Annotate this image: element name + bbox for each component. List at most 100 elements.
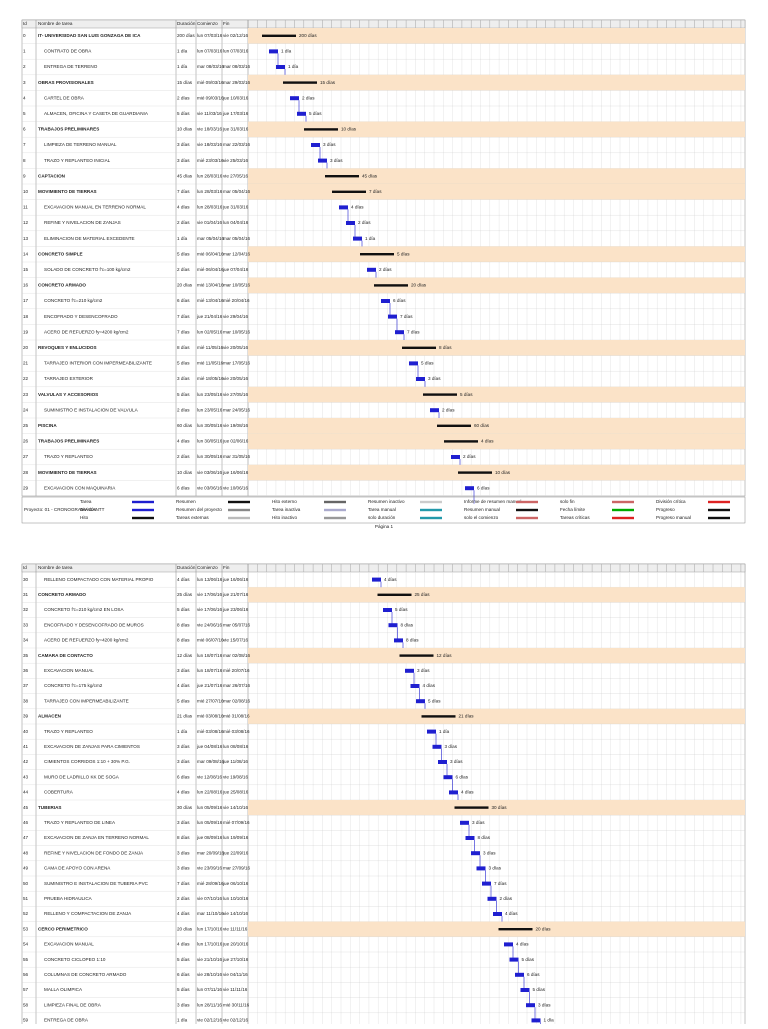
task-duration: 5 días xyxy=(177,698,190,703)
task-id: 35 xyxy=(23,653,29,658)
task-finish: vie 19/08/16 xyxy=(223,423,248,428)
task-id: 4 xyxy=(23,95,26,100)
legend-label: Hito externo xyxy=(272,499,297,504)
task-bar xyxy=(482,881,491,886)
task-name: EXCAVACION MANUAL xyxy=(44,668,94,673)
task-duration: 8 días xyxy=(177,622,190,627)
column-header: Nombre de tarea xyxy=(38,21,73,26)
task-id: 39 xyxy=(23,714,29,719)
task-bar xyxy=(372,577,381,582)
task-id: 5 xyxy=(23,111,26,116)
bar-duration: 4 días xyxy=(461,790,474,795)
bar-duration: 4 días xyxy=(351,205,364,210)
task-finish: mar 02/08/16 xyxy=(223,698,251,703)
task-finish: vie 11/11/16 xyxy=(223,926,248,931)
task-finish: mar 10/05/16 xyxy=(223,283,251,288)
task-finish: jue 06/10/16 xyxy=(222,881,249,886)
task-id: 22 xyxy=(23,376,29,381)
bar-duration: 4 días xyxy=(505,911,518,916)
task-id: 45 xyxy=(23,805,29,810)
task-duration: 3 días xyxy=(177,744,190,749)
task-duration: 20 días xyxy=(177,926,193,931)
task-name: SUMINISTRO E INSTALACION DE VALVULA xyxy=(44,407,139,412)
task-id: 41 xyxy=(23,744,29,749)
task-name: EXCAVACION MANUAL xyxy=(44,942,94,947)
task-start: lun 07/03/16 xyxy=(197,33,223,38)
task-finish: vie 02/12/16 xyxy=(223,1018,248,1023)
task-name: CONCRETO f'c=210 kg/cm2 xyxy=(44,298,103,303)
task-name: ACERO DE REFUERZO fy=4200 kg/cm2 xyxy=(44,638,129,643)
task-name: ALMACEN xyxy=(38,714,62,719)
task-start: vie 18/03/16 xyxy=(197,127,222,132)
task-duration: 2 días xyxy=(177,220,190,225)
task-duration: 3 días xyxy=(177,759,190,764)
task-duration: 1 día xyxy=(177,729,188,734)
bar-duration: 8 días xyxy=(401,622,414,627)
task-duration: 5 días xyxy=(177,361,190,366)
task-duration: 3 días xyxy=(177,142,190,147)
task-name: CONCRETO SIMPLE xyxy=(38,251,83,256)
task-start: mar 20/09/16 xyxy=(197,850,225,855)
task-id: 24 xyxy=(23,407,29,412)
task-finish: mar 31/05/16 xyxy=(223,454,251,459)
task-id: 18 xyxy=(23,314,29,319)
legend-swatch xyxy=(420,500,442,504)
task-finish: vie 15/07/16 xyxy=(223,638,248,643)
task-duration: 8 días xyxy=(177,835,190,840)
task-bar xyxy=(276,65,285,69)
summary-row-shade xyxy=(248,28,745,44)
task-duration: 2 días xyxy=(177,896,190,901)
task-start: vie 07/10/16 xyxy=(197,896,222,901)
task-name: OBRAS PROVISIONALES xyxy=(38,80,94,85)
task-duration: 5 días xyxy=(177,607,190,612)
task-name: ENTREGA DE OBRA xyxy=(44,1018,89,1023)
legend-swatch xyxy=(708,508,730,512)
summary-bar xyxy=(399,654,434,657)
task-start: lun 28/03/16 xyxy=(197,205,223,210)
summary-row-shade xyxy=(248,708,745,724)
task-finish: vie 19/08/16 xyxy=(223,774,248,779)
task-id: 54 xyxy=(23,942,29,947)
task-duration: 2 días xyxy=(177,267,190,272)
task-id: 3 xyxy=(23,80,26,85)
task-finish: vie 27/05/16 xyxy=(223,392,248,397)
task-finish: jue 20/10/16 xyxy=(222,942,249,947)
task-bar xyxy=(297,111,306,116)
task-finish: jue 16/06/16 xyxy=(222,470,249,475)
task-id: 58 xyxy=(23,1002,29,1007)
bar-duration: 7 días xyxy=(369,189,382,194)
legend-swatch xyxy=(516,516,538,520)
legend-swatch xyxy=(324,508,346,512)
task-name: CAMA DE APOYO CON ARENA xyxy=(44,866,111,871)
task-start: lun 17/10/16 xyxy=(197,942,223,947)
summary-bar xyxy=(402,346,436,349)
task-duration: 3 días xyxy=(177,820,190,825)
task-finish: lun 08/08/16 xyxy=(223,744,249,749)
task-bar xyxy=(509,957,519,962)
task-bar xyxy=(367,267,376,272)
summary-bar xyxy=(325,175,359,178)
legend-label: Resumen inactivo xyxy=(368,499,405,504)
task-duration: 8 días xyxy=(177,345,190,350)
task-start: lun 30/05/16 xyxy=(197,454,223,459)
summary-bar xyxy=(304,128,338,131)
task-start: vie 23/09/16 xyxy=(197,866,222,871)
legend-swatch xyxy=(612,516,634,520)
task-name: EXCAVACION DE ZANJA EN TERRENO NORMAL xyxy=(44,835,149,840)
task-duration: 7 días xyxy=(177,189,190,194)
task-bar xyxy=(449,790,458,795)
task-start: lun 23/05/16 xyxy=(197,407,223,412)
task-name: TRABAJOS PRELIMINARES xyxy=(38,127,99,132)
task-id: 51 xyxy=(23,896,29,901)
summary-bar xyxy=(377,593,412,596)
legend-swatch xyxy=(228,516,250,520)
bar-duration: 20 días xyxy=(536,926,552,931)
task-bar xyxy=(410,684,420,688)
legend-swatch xyxy=(324,516,346,520)
task-name: RELLENO COMPACTADO CON MATERIAL PROPIO xyxy=(44,577,154,582)
task-name: CIMIENTOS CORRIDOS 1:10 + 30% P.G. xyxy=(44,759,130,764)
column-header: Id xyxy=(23,21,27,26)
task-name: LIMPIEZA DE TERRENO MANUAL xyxy=(44,142,117,147)
task-name: CONTRATO DE OBRA xyxy=(44,49,92,54)
bar-duration: 5 días xyxy=(460,392,473,397)
